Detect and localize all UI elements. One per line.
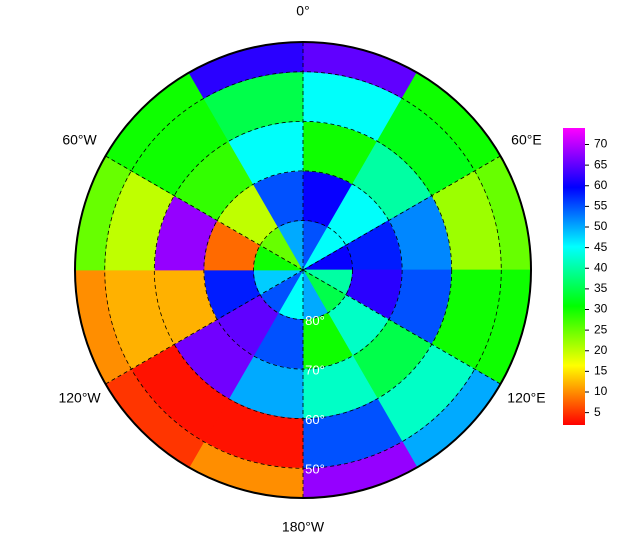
colorbar <box>563 128 585 425</box>
latitude-label: 50° <box>305 462 325 477</box>
colorbar-label: 35 <box>594 281 608 295</box>
longitude-label: 180°W <box>282 519 325 535</box>
field <box>74 41 532 499</box>
colorbar-label: 15 <box>594 364 608 378</box>
colorbar-label: 50 <box>594 219 608 233</box>
graticule <box>104 42 502 498</box>
colorbar-label: 60 <box>594 178 608 192</box>
latitude-label: 60° <box>305 412 325 427</box>
colorbar-label: 45 <box>594 240 608 254</box>
longitude-label: 60°E <box>511 132 542 148</box>
colorbar-label: 5 <box>594 405 601 419</box>
map-border <box>74 41 532 499</box>
latitude-label: 80° <box>305 313 325 328</box>
latitude-label: 70° <box>305 363 325 378</box>
colorbar-label: 55 <box>594 199 608 213</box>
colorbar-label: 70 <box>594 137 608 151</box>
colorbar-label: 65 <box>594 157 608 171</box>
colorbar-label: 20 <box>594 343 608 357</box>
longitude-label: 120°E <box>507 390 545 406</box>
longitude-label: 60°W <box>62 132 97 148</box>
longitude-label: 120°W <box>58 390 101 406</box>
meridian <box>105 269 304 385</box>
colorbar-label: 10 <box>594 384 608 398</box>
colorbar-label: 30 <box>594 302 608 316</box>
meridian <box>105 155 304 271</box>
longitude-label: 0° <box>296 3 309 19</box>
colorbar-label: 25 <box>594 322 608 336</box>
colorbar-label: 40 <box>594 260 608 274</box>
meridian <box>302 269 501 385</box>
meridian <box>302 155 501 271</box>
